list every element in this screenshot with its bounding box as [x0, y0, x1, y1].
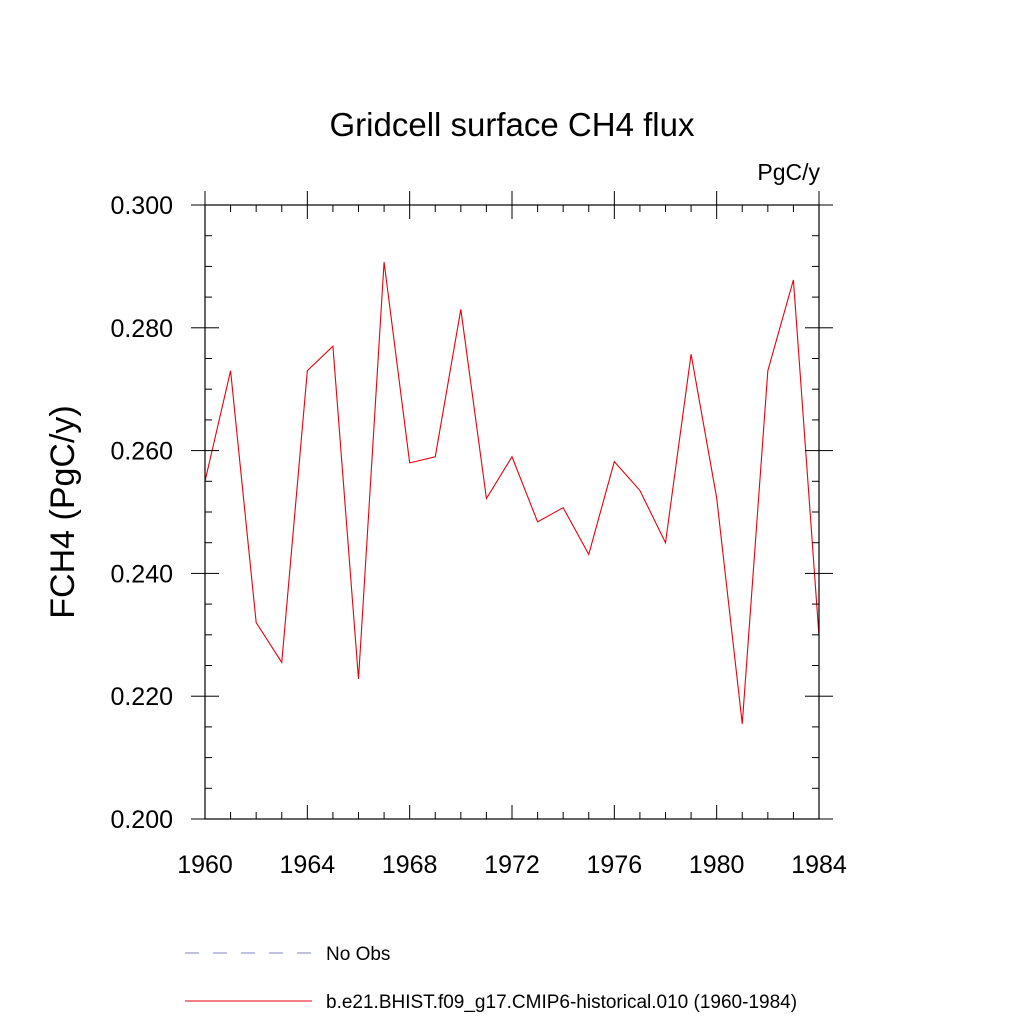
y-tick-label: 0.220	[110, 683, 173, 711]
x-tick-label: 1976	[587, 851, 643, 879]
y-axis-label: FCH4 (PgC/y)	[44, 405, 82, 618]
plot-lines	[204, 262, 820, 724]
x-tick-label: 1980	[689, 851, 745, 879]
legend-entry-label: No Obs	[326, 944, 390, 965]
x-tick-label: 1984	[791, 851, 847, 879]
y-tick-labels: 0.200 0.220 0.240 0.260 0.280 0.300	[110, 192, 173, 834]
legend-entry-label: b.e21.BHIST.f09_g17.CMIP6-historical.010…	[326, 992, 797, 1013]
chart-title: Gridcell surface CH4 flux	[330, 106, 695, 143]
plot-frame	[204, 204, 820, 820]
x-tick-label: 1964	[280, 851, 336, 879]
x-tick-label: 1968	[382, 851, 438, 879]
x-tick-label: 1972	[484, 851, 540, 879]
x-tick-labels: 1960 1964 1968 1972 1976 1980 1984	[177, 851, 847, 879]
series-line-1	[204, 262, 820, 724]
y-tick-label: 0.280	[110, 315, 173, 343]
y-tick-label: 0.300	[110, 192, 173, 220]
y-tick-label: 0.260	[110, 438, 173, 466]
units-label: PgC/y	[757, 159, 820, 185]
legend: No Obs b.e21.BHIST.f09_g17.CMIP6-historic…	[185, 944, 797, 1013]
x-tick-label: 1960	[177, 851, 233, 879]
y-tick-label: 0.240	[110, 560, 173, 588]
axis-ticks	[191, 191, 833, 820]
y-tick-label: 0.200	[110, 806, 173, 834]
